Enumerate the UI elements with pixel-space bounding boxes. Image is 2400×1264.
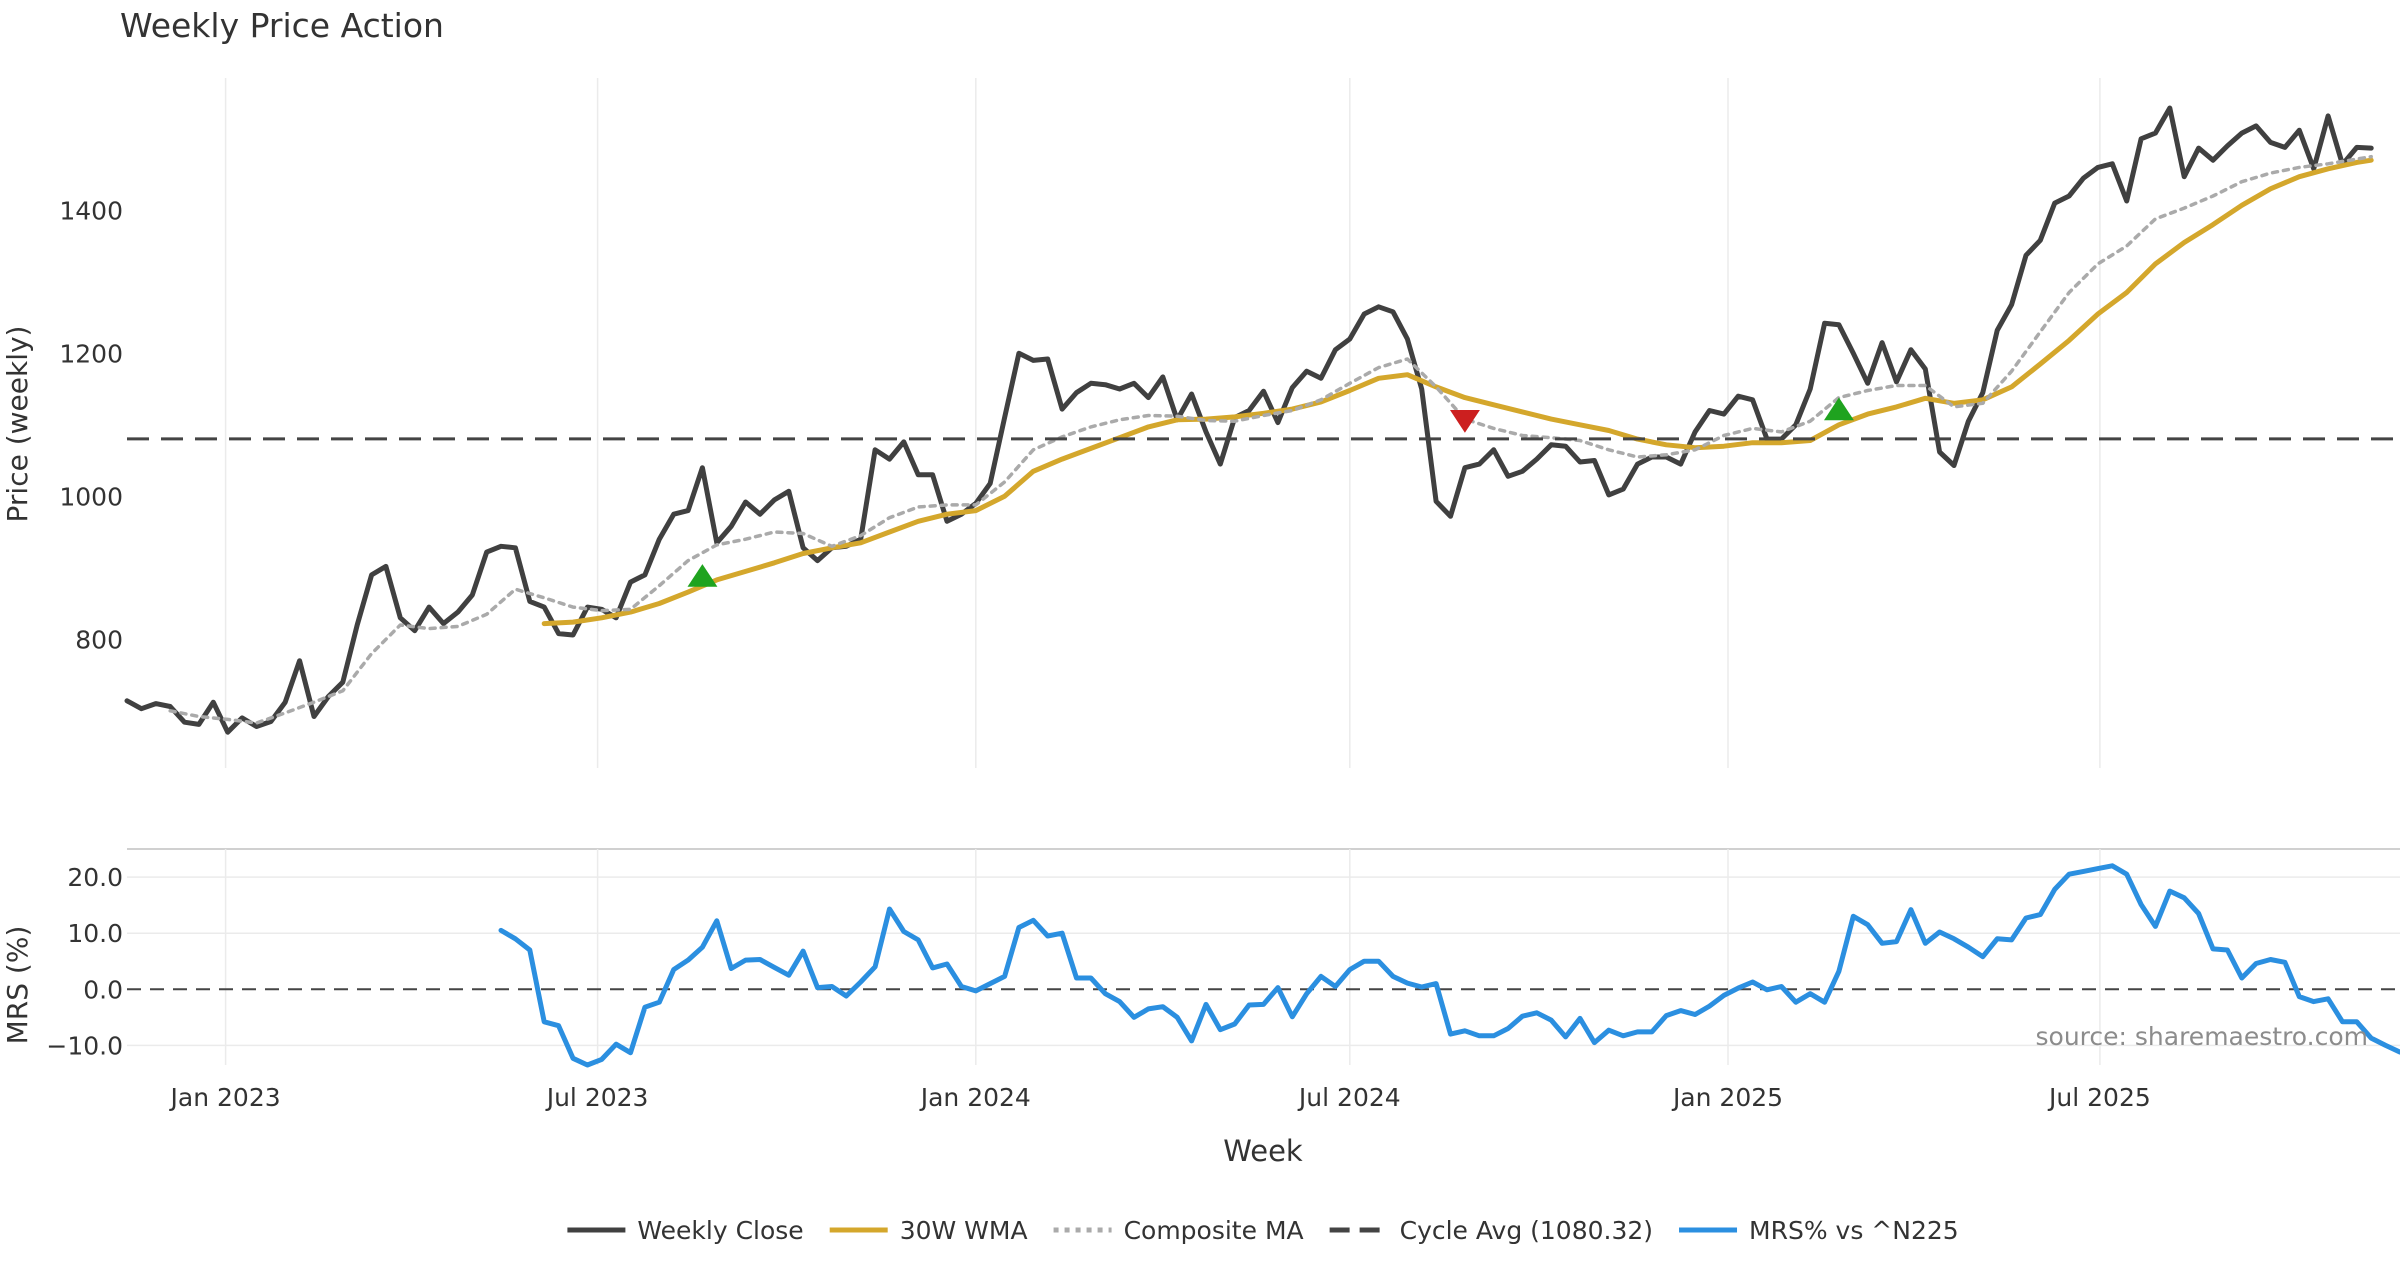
legend-item-mrs-vs-n225: MRS% vs ^N225 (1679, 1216, 1959, 1245)
price-signal-markers (687, 397, 1854, 587)
source-annotation: source: sharemaestro.com (2036, 1022, 2369, 1051)
legend-label: MRS% vs ^N225 (1749, 1216, 1959, 1245)
price-y-axis-label: Price (weekly) (1, 326, 34, 523)
legend-label: Weekly Close (637, 1216, 803, 1245)
mrs-y-axis-label: MRS (%) (1, 926, 34, 1045)
mrs-y-tick-label: 10.0 (67, 919, 123, 948)
series-line-weekly-close (124, 105, 2374, 735)
x-axis-label: Week (1223, 1134, 1303, 1168)
price-y-tick-label: 1200 (59, 339, 123, 368)
buy-signal-marker (1824, 397, 1854, 421)
buy-signal-marker (687, 564, 718, 587)
legend-item-weekly-close: Weekly Close (567, 1216, 804, 1245)
mrs-y-tick-label: −10.0 (46, 1031, 123, 1060)
price-grid (224, 78, 2101, 768)
legend: Weekly Close 30W WMA Composite MA Cycle Avg… (567, 1216, 1959, 1245)
price-series (124, 105, 2400, 735)
mrs-series (127, 863, 2400, 1068)
series-line-30w-wma (541, 157, 2374, 627)
price-y-tick-label: 800 (75, 625, 123, 654)
mrs-y-tick-label: 20.0 (67, 863, 123, 892)
series-line-mrs-vs-n225 (498, 863, 2400, 1068)
x-tick-label: Jul 2024 (1297, 1083, 1401, 1112)
chart-title: Weekly Price Action (120, 6, 444, 45)
legend-item-cycle-avg-1080-32: Cycle Avg (1080.32) (1329, 1216, 1653, 1245)
legend-item-composite-ma: Composite MA (1053, 1216, 1304, 1245)
x-tick-labels: Jan 2023 Jul 2023 Jan 2024 Jul 2024 Jan 2025… (169, 1083, 2151, 1112)
legend-item-30w-wma: 30W WMA (829, 1216, 1028, 1245)
legend-label: 30W WMA (900, 1216, 1028, 1245)
x-tick-label: Jan 2024 (919, 1083, 1031, 1112)
price-y-tick-label: 1400 (59, 196, 123, 225)
x-tick-label: Jul 2023 (545, 1083, 649, 1112)
legend-label: Cycle Avg (1080.32) (1400, 1216, 1653, 1245)
price-y-tick-label: 1000 (59, 482, 123, 511)
x-tick-label: Jan 2025 (1671, 1083, 1783, 1112)
series-line-composite-ma (168, 154, 2373, 725)
x-tick-label: Jul 2025 (2047, 1083, 2151, 1112)
legend-label: Composite MA (1124, 1216, 1304, 1245)
sell-signal-marker (1450, 410, 1480, 433)
mrs-y-tick-label: 0.0 (83, 975, 123, 1004)
mrs-y-ticks: −10.0 0.0 10.0 20.0 (46, 863, 123, 1060)
price-y-ticks: 800 1000 1200 1400 (59, 196, 123, 654)
x-tick-label: Jan 2023 (169, 1083, 281, 1112)
